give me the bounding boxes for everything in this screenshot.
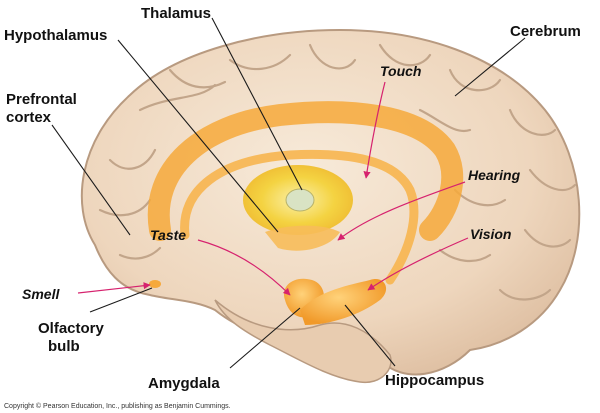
- sensory-pathways: [77, 81, 469, 296]
- cingulate-arc: [147, 101, 464, 241]
- label-cerebrum: Cerebrum: [510, 23, 581, 40]
- label-olfactory-line2: bulb: [48, 338, 80, 355]
- hypothalamus-shape: [265, 225, 340, 251]
- label-olfactory-line1: Olfactory: [38, 320, 105, 337]
- label-amygdala: Amygdala: [148, 375, 220, 392]
- sense-touch: Touch: [380, 63, 421, 79]
- copyright-notice: Copyright © Pearson Education, Inc., pub…: [4, 402, 231, 410]
- limbic-structures: [147, 101, 464, 325]
- label-hippocampus: Hippocampus: [385, 372, 484, 389]
- sense-smell: Smell: [22, 286, 60, 302]
- brain-illustration: [80, 28, 581, 384]
- label-prefrontal-line2: cortex: [6, 109, 52, 126]
- sense-hearing: Hearing: [468, 167, 521, 183]
- sense-taste: Taste: [150, 227, 186, 243]
- label-hypothalamus: Hypothalamus: [4, 27, 107, 44]
- brainstem-shape: [214, 299, 392, 384]
- fornix-arc: [180, 149, 419, 285]
- thalamus-core: [285, 188, 315, 212]
- label-thalamus: Thalamus: [141, 5, 211, 22]
- leader-lines: [51, 17, 526, 369]
- hippocampus-shape: [300, 279, 387, 325]
- sense-vision: Vision: [470, 226, 512, 242]
- olfactory-bulb-shape: [149, 280, 161, 288]
- label-prefrontal-line1: Prefrontal: [6, 91, 77, 108]
